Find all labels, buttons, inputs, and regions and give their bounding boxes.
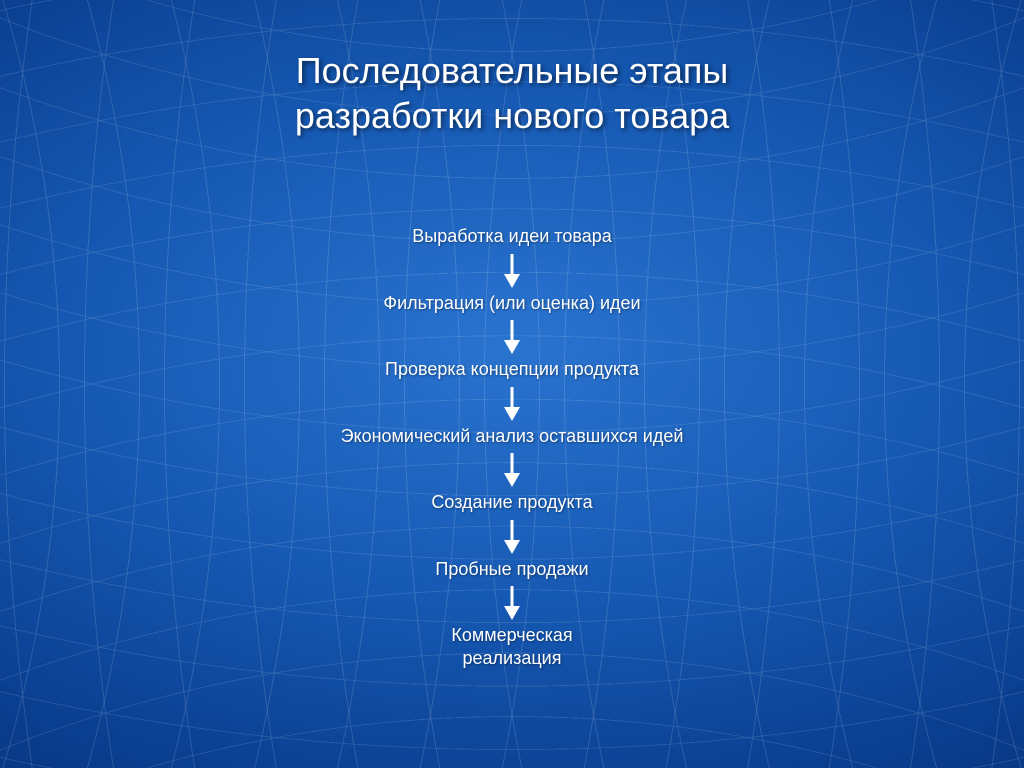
arrow-down-icon xyxy=(502,320,522,354)
flow-step: Экономический анализ оставшихся идей xyxy=(341,425,684,448)
flow-step: Коммерческая реализация xyxy=(451,624,572,669)
slide-title: Последовательные этапы разработки нового… xyxy=(0,48,1024,138)
flow-step: Создание продукта xyxy=(431,491,592,514)
flowchart: Выработка идеи товара Фильтрация (или оц… xyxy=(0,225,1024,669)
arrow-down-icon xyxy=(502,254,522,288)
arrow-down-icon xyxy=(502,586,522,620)
arrow-down-icon xyxy=(502,453,522,487)
arrow-down-icon xyxy=(502,387,522,421)
flow-step: Проверка концепции продукта xyxy=(385,358,639,381)
arrow-down-icon xyxy=(502,520,522,554)
flow-step: Фильтрация (или оценка) идеи xyxy=(383,292,640,315)
flow-step: Пробные продажи xyxy=(435,558,588,581)
flow-step: Выработка идеи товара xyxy=(412,225,612,248)
slide: Последовательные этапы разработки нового… xyxy=(0,0,1024,768)
